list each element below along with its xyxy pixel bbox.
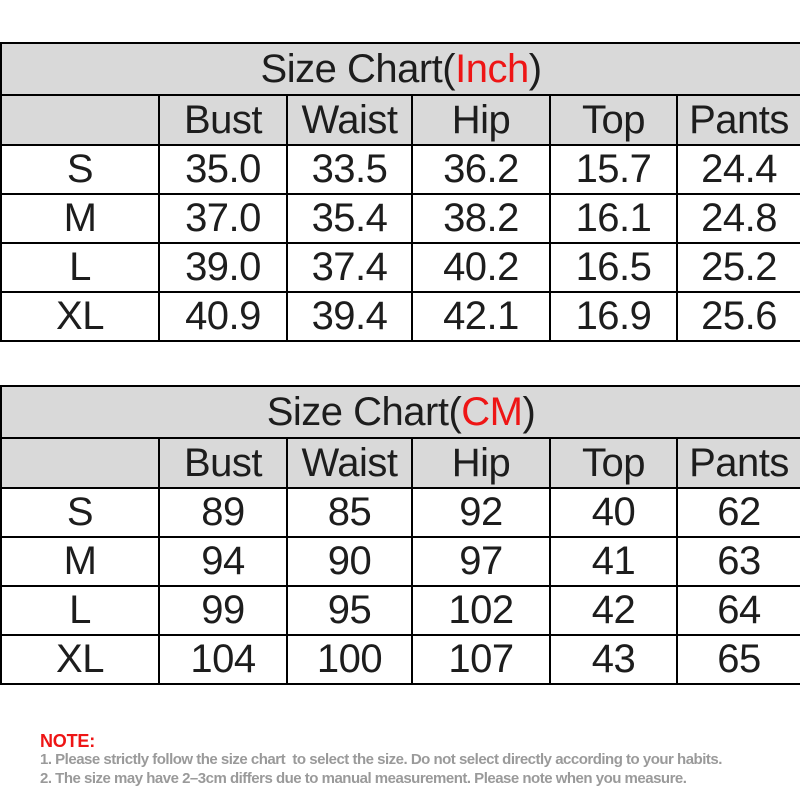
chart-title-inch: Size Chart(Inch) — [0, 42, 800, 96]
chart-title-cm: Size Chart(CM) — [0, 385, 800, 439]
size-cell: S — [0, 487, 160, 538]
chart-title-suffix: ) — [528, 46, 542, 91]
value-cell: 42 — [549, 585, 678, 636]
value-cell: 92 — [411, 487, 551, 538]
size-cell: XL — [0, 634, 160, 685]
table-row: L 39.0 37.4 40.2 16.5 25.2 — [0, 242, 800, 293]
value-cell: 65 — [675, 634, 800, 685]
value-cell: 16.9 — [549, 291, 678, 342]
value-cell: 85 — [286, 487, 413, 538]
value-cell: 25.6 — [675, 291, 800, 342]
value-cell: 90 — [286, 536, 413, 587]
note-heading: NOTE: — [40, 731, 95, 751]
value-cell: 43 — [549, 634, 678, 685]
size-chart-inch-table: Size Chart(Inch) Bust Waist Hip Top Pant… — [0, 42, 800, 342]
column-header-waist: Waist — [286, 437, 413, 489]
value-cell: 35.4 — [286, 193, 413, 244]
corner-cell — [0, 94, 160, 146]
note-line-2: 2. The size may have 2–3cm differs due t… — [40, 769, 687, 787]
corner-cell — [0, 437, 160, 489]
table-row: XL 104 100 107 43 65 — [0, 634, 800, 685]
value-cell: 107 — [411, 634, 551, 685]
value-cell: 16.5 — [549, 242, 678, 293]
value-cell: 89 — [158, 487, 288, 538]
column-header-bust: Bust — [158, 94, 288, 146]
table-row: L 99 95 102 42 64 — [0, 585, 800, 636]
chart-title-unit: CM — [461, 389, 523, 434]
chart-title-prefix: Size Chart( — [266, 389, 462, 434]
size-cell: M — [0, 536, 160, 587]
value-cell: 99 — [158, 585, 288, 636]
note-line-1: 1. Please strictly follow the size chart… — [40, 751, 722, 768]
value-cell: 62 — [675, 487, 800, 538]
value-cell: 16.1 — [549, 193, 678, 244]
value-cell: 37.4 — [286, 242, 413, 293]
value-cell: 40.9 — [158, 291, 288, 342]
value-cell: 104 — [158, 634, 288, 685]
value-cell: 42.1 — [411, 291, 551, 342]
value-cell: 95 — [286, 585, 413, 636]
value-cell: 24.4 — [675, 144, 800, 195]
value-cell: 63 — [675, 536, 800, 587]
chart-title-prefix: Size Chart( — [260, 46, 456, 91]
value-cell: 40 — [549, 487, 678, 538]
column-header-hip: Hip — [411, 94, 551, 146]
table-row: M 94 90 97 41 63 — [0, 536, 800, 587]
size-cell: S — [0, 144, 160, 195]
table-row: M 37.0 35.4 38.2 16.1 24.8 — [0, 193, 800, 244]
table-row: S 89 85 92 40 62 — [0, 487, 800, 538]
table-row: S 35.0 33.5 36.2 15.7 24.4 — [0, 144, 800, 195]
size-chart-cm-table: Size Chart(CM) Bust Waist Hip Top Pants … — [0, 385, 800, 685]
size-cell: L — [0, 242, 160, 293]
column-header-bust: Bust — [158, 437, 288, 489]
size-cell: M — [0, 193, 160, 244]
column-header-waist: Waist — [286, 94, 413, 146]
value-cell: 100 — [286, 634, 413, 685]
note-section: NOTE: 1. Please strictly follow the size… — [40, 731, 800, 788]
value-cell: 40.2 — [411, 242, 551, 293]
chart-title-unit: Inch — [455, 46, 529, 91]
value-cell: 24.8 — [675, 193, 800, 244]
value-cell: 25.2 — [675, 242, 800, 293]
value-cell: 33.5 — [286, 144, 413, 195]
value-cell: 35.0 — [158, 144, 288, 195]
value-cell: 94 — [158, 536, 288, 587]
column-header-pants: Pants — [675, 437, 800, 489]
value-cell: 37.0 — [158, 193, 288, 244]
column-header-top: Top — [549, 94, 678, 146]
size-cell: XL — [0, 291, 160, 342]
value-cell: 39.0 — [158, 242, 288, 293]
size-cell: L — [0, 585, 160, 636]
column-header-top: Top — [549, 437, 678, 489]
value-cell: 97 — [411, 536, 551, 587]
column-header-hip: Hip — [411, 437, 551, 489]
value-cell: 36.2 — [411, 144, 551, 195]
table-row: XL 40.9 39.4 42.1 16.9 25.6 — [0, 291, 800, 342]
value-cell: 102 — [411, 585, 551, 636]
chart-title-suffix: ) — [522, 389, 536, 434]
value-cell: 39.4 — [286, 291, 413, 342]
column-header-pants: Pants — [675, 94, 800, 146]
value-cell: 64 — [675, 585, 800, 636]
value-cell: 15.7 — [549, 144, 678, 195]
value-cell: 38.2 — [411, 193, 551, 244]
value-cell: 41 — [549, 536, 678, 587]
